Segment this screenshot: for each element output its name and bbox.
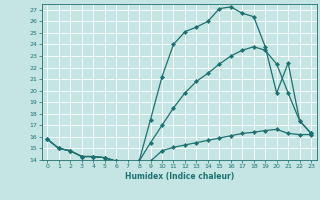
X-axis label: Humidex (Indice chaleur): Humidex (Indice chaleur) (124, 172, 234, 181)
